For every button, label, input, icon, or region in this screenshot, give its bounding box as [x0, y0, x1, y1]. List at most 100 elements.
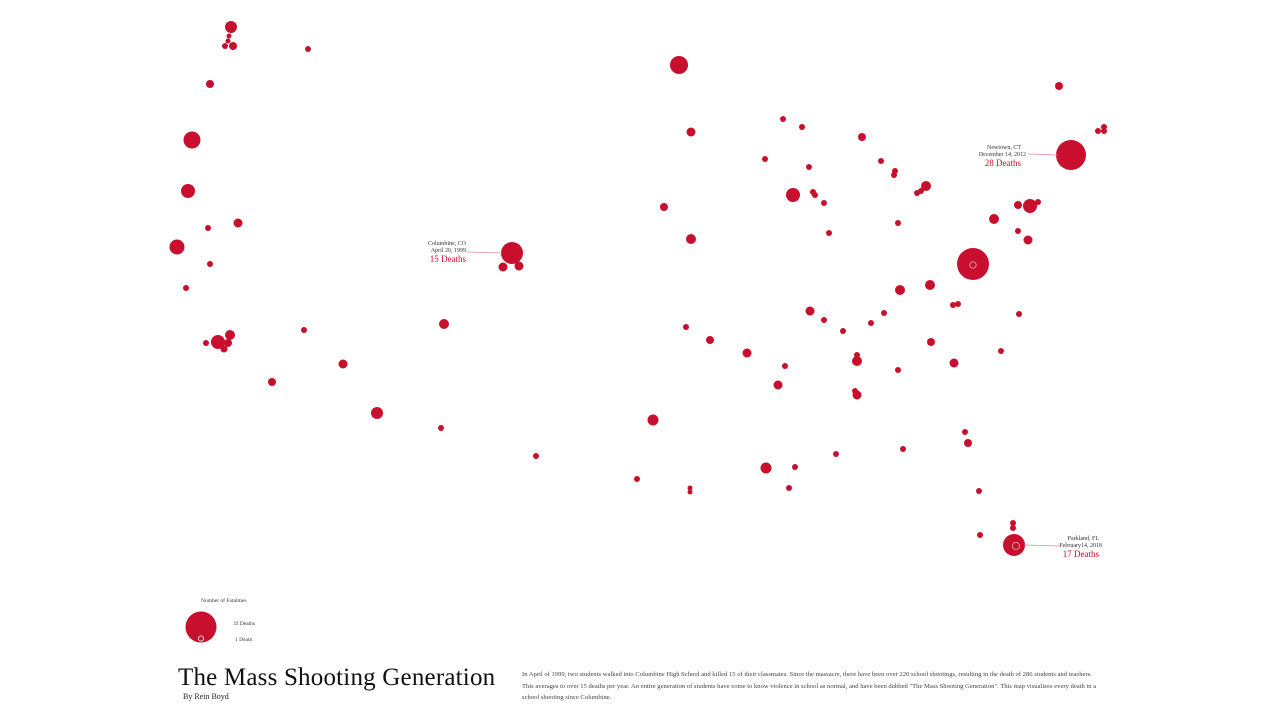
fatality-marker: [229, 42, 237, 50]
marker-inner-ring: [1012, 542, 1020, 550]
fatality-marker: [205, 225, 211, 231]
fatality-marker: [773, 380, 783, 390]
fatality-marker: [868, 320, 874, 326]
fatality-marker: [498, 262, 508, 272]
fatality-marker: [687, 485, 693, 491]
fatality-marker: [1023, 199, 1037, 213]
legend-max-circle: [185, 611, 217, 643]
fatality-marker: [840, 328, 846, 334]
fatality-marker: [977, 532, 983, 538]
fatality-marker: [780, 116, 786, 122]
legend-min-label: 1 Death: [235, 637, 253, 643]
fatality-marker: [1101, 128, 1107, 134]
fatality-marker: [852, 390, 862, 400]
fatality-marker: [338, 359, 348, 369]
fatality-marker: [812, 192, 818, 198]
fatality-marker: [786, 485, 792, 491]
callout-columbine-line: [466, 251, 503, 254]
fatality-marker: [806, 164, 812, 170]
fatality-marker: [957, 248, 989, 280]
fatality-marker: [1035, 199, 1041, 205]
fatality-marker: [1055, 82, 1063, 90]
callout-columbine-date: April 20, 1999: [431, 248, 466, 254]
fatality-marker: [706, 336, 714, 344]
fatality-marker: [1015, 228, 1021, 234]
fatality-marker: [891, 172, 897, 178]
fatality-marker: [1014, 201, 1022, 209]
fatality-marker: [895, 220, 901, 226]
fatality-marker: [670, 56, 688, 74]
fatality-marker: [169, 239, 185, 255]
fatality-marker: [1010, 525, 1016, 531]
fatality-marker: [206, 80, 214, 88]
fatality-marker: [852, 356, 862, 366]
fatality-marker: [805, 306, 815, 316]
fatality-markers: [169, 21, 1107, 556]
fatality-marker: [220, 345, 228, 353]
callout-columbine-deaths: 15 Deaths: [430, 254, 467, 264]
fatality-marker: [962, 429, 968, 435]
fatality-marker: [501, 242, 523, 264]
fatality-marker: [1056, 140, 1086, 170]
callout-parkland-line: [1023, 544, 1061, 547]
fatality-marker: [742, 348, 752, 358]
fatality-marker: [181, 184, 195, 198]
fatality-marker: [225, 38, 231, 44]
callout-columbine-place: Columbine, CO: [428, 241, 467, 247]
callout-newtown-deaths: 28 Deaths: [985, 158, 1022, 168]
callout-parkland-deaths: 17 Deaths: [1063, 549, 1100, 559]
fatality-marker: [1016, 311, 1022, 317]
fatality-marker: [858, 133, 866, 141]
fatality-marker: [760, 462, 772, 474]
fatality-marker: [211, 335, 225, 349]
marker-inner-ring: [969, 261, 977, 269]
callout-newtown-place: Newtown, CT: [987, 145, 1021, 151]
fatality-marker: [222, 43, 228, 49]
fatality-marker: [683, 324, 689, 330]
fatality-marker: [301, 327, 307, 333]
fatality-marker: [1023, 235, 1033, 245]
fatality-marker: [833, 451, 839, 457]
callout-parkland: Parkland, FL February14, 2018 17 Deaths: [1023, 536, 1102, 559]
fatality-marker: [183, 285, 189, 291]
fatality-marker: [976, 488, 982, 494]
description-paragraph: In April of 1999, two students walked in…: [522, 671, 1097, 701]
fatality-marker: [438, 425, 444, 431]
fatality-marker: [881, 310, 887, 316]
fatality-marker: [762, 156, 768, 162]
fatality-marker: [203, 340, 209, 346]
fatality-marker: [268, 378, 276, 386]
callout-columbine: Columbine, CO April 20, 1999 15 Deaths: [428, 241, 503, 264]
fatality-marker: [925, 280, 935, 290]
fatality-marker: [371, 407, 383, 419]
fatality-marker: [782, 363, 788, 369]
fatality-marker: [647, 414, 659, 426]
page-title: The Mass Shooting Generation: [178, 664, 496, 691]
fatality-marker: [821, 200, 827, 206]
fatality-marker: [950, 302, 956, 308]
fatality-marker: [183, 131, 201, 149]
fatality-marker: [989, 214, 999, 224]
fatality-marker: [439, 319, 449, 329]
fatality-marker: [305, 46, 311, 52]
fatality-marker: [826, 230, 832, 236]
byline: By Rein Boyd: [183, 692, 229, 701]
fatality-marker: [792, 464, 798, 470]
fatality-marker: [895, 367, 901, 373]
fatality-marker: [225, 21, 237, 33]
fatality-marker: [786, 188, 800, 202]
callout-newtown-date: December 14, 2012: [979, 152, 1026, 158]
legend-min-circle: [197, 635, 204, 642]
callout-newtown: Newtown, CT December 14, 2012 28 Deaths: [979, 145, 1059, 168]
fatality-marker: [927, 338, 935, 346]
fatality-marker: [687, 489, 693, 495]
fatality-marker: [533, 453, 539, 459]
fatality-marker: [799, 124, 805, 130]
legend-title: Number of Fatalities: [201, 597, 247, 604]
fatality-marker: [686, 127, 696, 137]
fatality-marker: [900, 446, 906, 452]
legend-max-label: 33 Deaths: [233, 621, 255, 627]
callout-parkland-place: Parkland, FL: [1068, 536, 1100, 542]
fatality-marker: [1010, 520, 1016, 526]
